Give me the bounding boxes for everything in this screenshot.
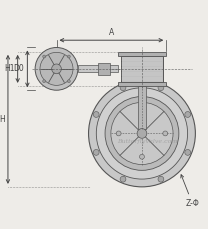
Circle shape — [120, 176, 126, 182]
Circle shape — [43, 80, 46, 83]
Bar — [78, 65, 118, 72]
Circle shape — [163, 131, 168, 136]
Bar — [118, 82, 166, 86]
Text: A: A — [109, 28, 114, 37]
Circle shape — [67, 80, 70, 83]
Circle shape — [140, 108, 144, 113]
Circle shape — [158, 85, 164, 91]
Circle shape — [93, 112, 99, 117]
Text: H1: H1 — [4, 64, 15, 73]
Bar — [98, 63, 110, 75]
Circle shape — [140, 154, 144, 159]
Circle shape — [89, 80, 195, 187]
Circle shape — [52, 64, 61, 74]
Circle shape — [43, 55, 46, 58]
Bar — [118, 52, 166, 56]
Circle shape — [120, 85, 126, 91]
Bar — [138, 86, 146, 128]
Circle shape — [105, 97, 179, 170]
Bar — [121, 56, 163, 82]
Circle shape — [116, 131, 121, 136]
Text: D0: D0 — [14, 64, 25, 73]
Circle shape — [158, 176, 164, 182]
Circle shape — [111, 102, 173, 164]
Circle shape — [185, 150, 191, 155]
Circle shape — [35, 47, 78, 90]
Circle shape — [185, 112, 191, 117]
Circle shape — [40, 52, 73, 85]
Circle shape — [93, 150, 99, 155]
Text: ButterflyValve.com: ButterflyValve.com — [117, 139, 177, 144]
Circle shape — [96, 88, 188, 179]
Circle shape — [137, 128, 147, 138]
Circle shape — [67, 55, 70, 58]
Text: H: H — [0, 115, 5, 124]
Text: Z-Φ: Z-Φ — [181, 175, 199, 208]
